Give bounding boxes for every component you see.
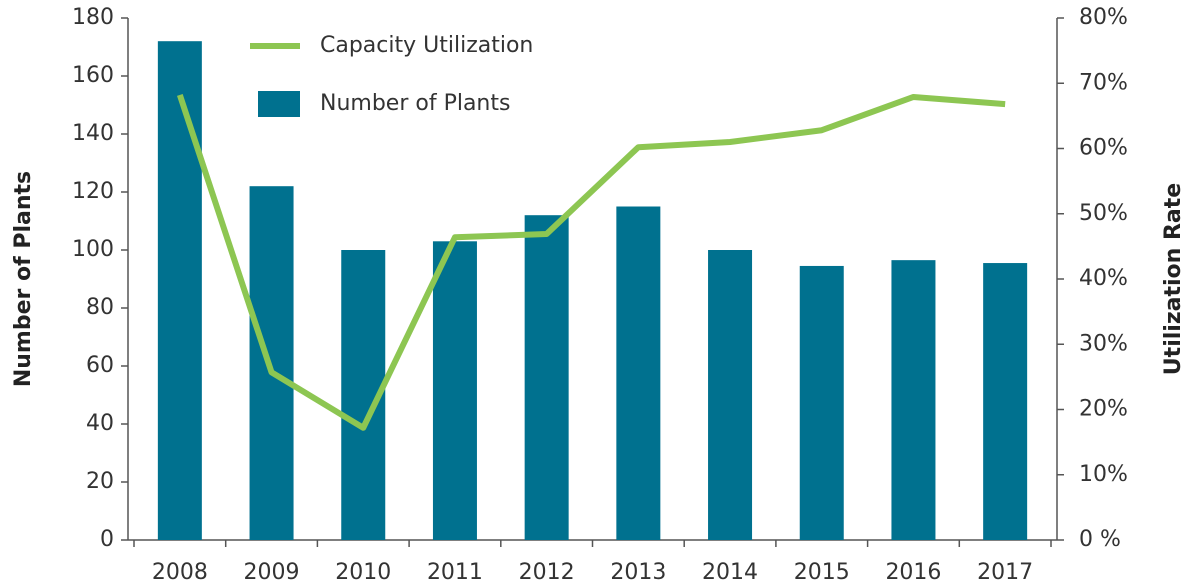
y2-tick-label: 10% bbox=[1079, 462, 1128, 487]
line bbox=[177, 93, 1006, 431]
x-tick-label: 2014 bbox=[702, 560, 758, 585]
y-tick-label: 40 bbox=[86, 411, 114, 436]
y2-tick-label: 40% bbox=[1079, 266, 1128, 291]
bar bbox=[524, 215, 569, 540]
y-tick-label: 180 bbox=[72, 5, 114, 30]
y-tick-label: 140 bbox=[72, 121, 114, 146]
x-tick-label: 2008 bbox=[152, 560, 208, 585]
y-tick-label: 60 bbox=[86, 353, 114, 378]
y2-tick-label: 0 % bbox=[1079, 527, 1121, 552]
y-axis-title: Number of Plants bbox=[11, 171, 36, 387]
x-tick-label: 2013 bbox=[610, 560, 666, 585]
y2-tick-label: 60% bbox=[1079, 136, 1128, 161]
y2-tick-label: 80% bbox=[1079, 5, 1128, 30]
legend-swatch bbox=[258, 91, 300, 117]
bar bbox=[799, 265, 844, 540]
x-tick-label: 2009 bbox=[244, 560, 300, 585]
y2-tick-label: 20% bbox=[1079, 397, 1128, 422]
y-tick-label: 160 bbox=[72, 63, 114, 88]
y2-tick-label: 50% bbox=[1079, 201, 1128, 226]
x-tick-label: 2012 bbox=[519, 560, 575, 585]
x-tick-label: 2016 bbox=[885, 560, 941, 585]
bar bbox=[708, 250, 753, 540]
y-tick-label: 100 bbox=[72, 237, 114, 262]
bar bbox=[432, 241, 477, 541]
y-tick-label: 0 bbox=[100, 527, 114, 552]
y2-axis-title: Utilization Rate bbox=[1161, 183, 1186, 375]
x-tick-label: 2017 bbox=[977, 560, 1033, 585]
y2-tick-label: 30% bbox=[1079, 331, 1128, 356]
legend-label: Number of Plants bbox=[320, 91, 510, 116]
bar bbox=[891, 260, 936, 540]
x-tick-label: 2010 bbox=[335, 560, 391, 585]
y-tick-label: 80 bbox=[86, 295, 114, 320]
y-tick-label: 20 bbox=[86, 469, 114, 494]
bar bbox=[616, 206, 661, 540]
x-tick-label: 2011 bbox=[427, 560, 483, 585]
legend-label: Capacity Utilization bbox=[320, 33, 533, 58]
y2-tick-label: 70% bbox=[1079, 70, 1128, 95]
y-tick-label: 120 bbox=[72, 179, 114, 204]
x-tick-label: 2015 bbox=[794, 560, 850, 585]
bar bbox=[983, 263, 1028, 540]
bar bbox=[157, 41, 202, 540]
